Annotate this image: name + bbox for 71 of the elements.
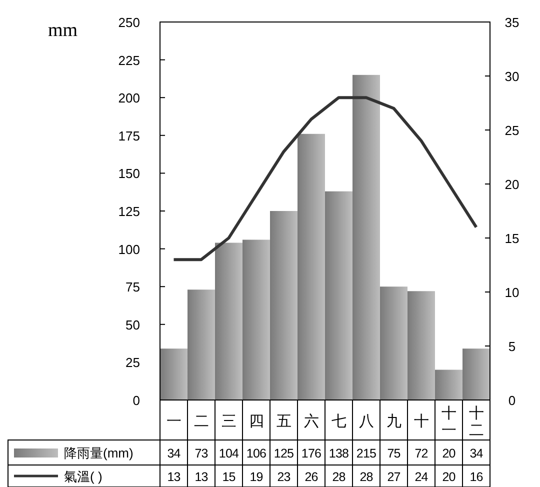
bar	[242, 240, 270, 400]
bar	[325, 191, 352, 400]
data-label: 176	[301, 446, 322, 460]
data-label: 28	[332, 470, 346, 484]
data-label: 104	[218, 446, 240, 460]
y2-tick-label: 30	[504, 69, 520, 84]
y2-tick-label: 15	[504, 231, 520, 246]
x-tick-label: 三	[221, 413, 236, 430]
data-label: 27	[387, 470, 401, 484]
y-tick-label: 0	[132, 393, 140, 408]
y-tick-label: 75	[126, 280, 140, 295]
bar	[215, 242, 242, 400]
y-tick-label: 150	[118, 166, 140, 182]
x-tick-label: 五	[276, 413, 292, 430]
x-tick-label: 十	[414, 413, 429, 430]
data-label: 16	[470, 470, 484, 484]
x-tick-label: 十二	[468, 405, 484, 439]
line-series	[172, 96, 478, 262]
legend-label: 降雨量(mm)	[64, 446, 134, 460]
bar	[352, 74, 380, 400]
legend-label: 氣溫( )	[64, 469, 102, 484]
data-label: 13	[194, 470, 208, 484]
x-tick-label: 一	[166, 413, 182, 430]
y2-tick-label: 35	[504, 15, 520, 30]
bar	[408, 291, 435, 400]
data-label: 75	[387, 446, 401, 460]
x-tick-label: 十一	[441, 405, 456, 439]
x-tick-label: 六	[304, 413, 319, 430]
y2-tick-label: 20	[504, 177, 520, 192]
y2-tick-label: 25	[504, 123, 520, 138]
data-label: 125	[274, 446, 294, 460]
bar	[435, 370, 462, 400]
data-label: 19	[250, 470, 264, 484]
data-label: 138	[328, 446, 350, 460]
data-label: 15	[222, 470, 236, 484]
data-label: 28	[360, 470, 374, 484]
bar	[160, 348, 188, 400]
x-tick-label: 七	[331, 413, 346, 430]
data-label: 73	[194, 446, 208, 460]
data-label: 23	[277, 470, 291, 484]
data-label: 20	[442, 470, 456, 484]
y2-tick-label: 10	[504, 285, 520, 300]
data-label: 13	[167, 470, 181, 484]
bar	[462, 348, 490, 400]
data-label: 34	[167, 446, 181, 460]
y-axis-title: mm	[48, 20, 78, 41]
y-tick-label: 175	[118, 128, 140, 144]
data-label: 26	[304, 470, 318, 484]
data-label: 72	[414, 446, 428, 460]
x-tick-label: 四	[248, 413, 264, 430]
y-tick-label: 200	[118, 90, 140, 106]
y2-tick-label: 0	[508, 393, 516, 408]
data-label: 34	[470, 446, 484, 460]
y-tick-label: 250	[118, 15, 140, 30]
bar	[380, 286, 408, 400]
y-tick-label: 25	[126, 355, 140, 370]
y2-tick-label: 5	[508, 339, 516, 354]
bar	[188, 290, 215, 400]
y-tick-label: 50	[126, 317, 140, 332]
data-label: 20	[442, 446, 456, 460]
y-tick-label: 125	[118, 204, 140, 219]
bar	[270, 211, 298, 400]
x-tick-label: 二	[194, 413, 209, 430]
x-tick-label: 八	[358, 413, 374, 430]
y-tick-label: 100	[118, 242, 140, 257]
data-label: 24	[414, 470, 428, 484]
data-label: 106	[246, 446, 267, 460]
y-tick-label: 225	[118, 52, 140, 68]
data-label: 215	[356, 446, 377, 460]
bar	[298, 134, 325, 400]
x-tick-label: 九	[386, 413, 402, 430]
